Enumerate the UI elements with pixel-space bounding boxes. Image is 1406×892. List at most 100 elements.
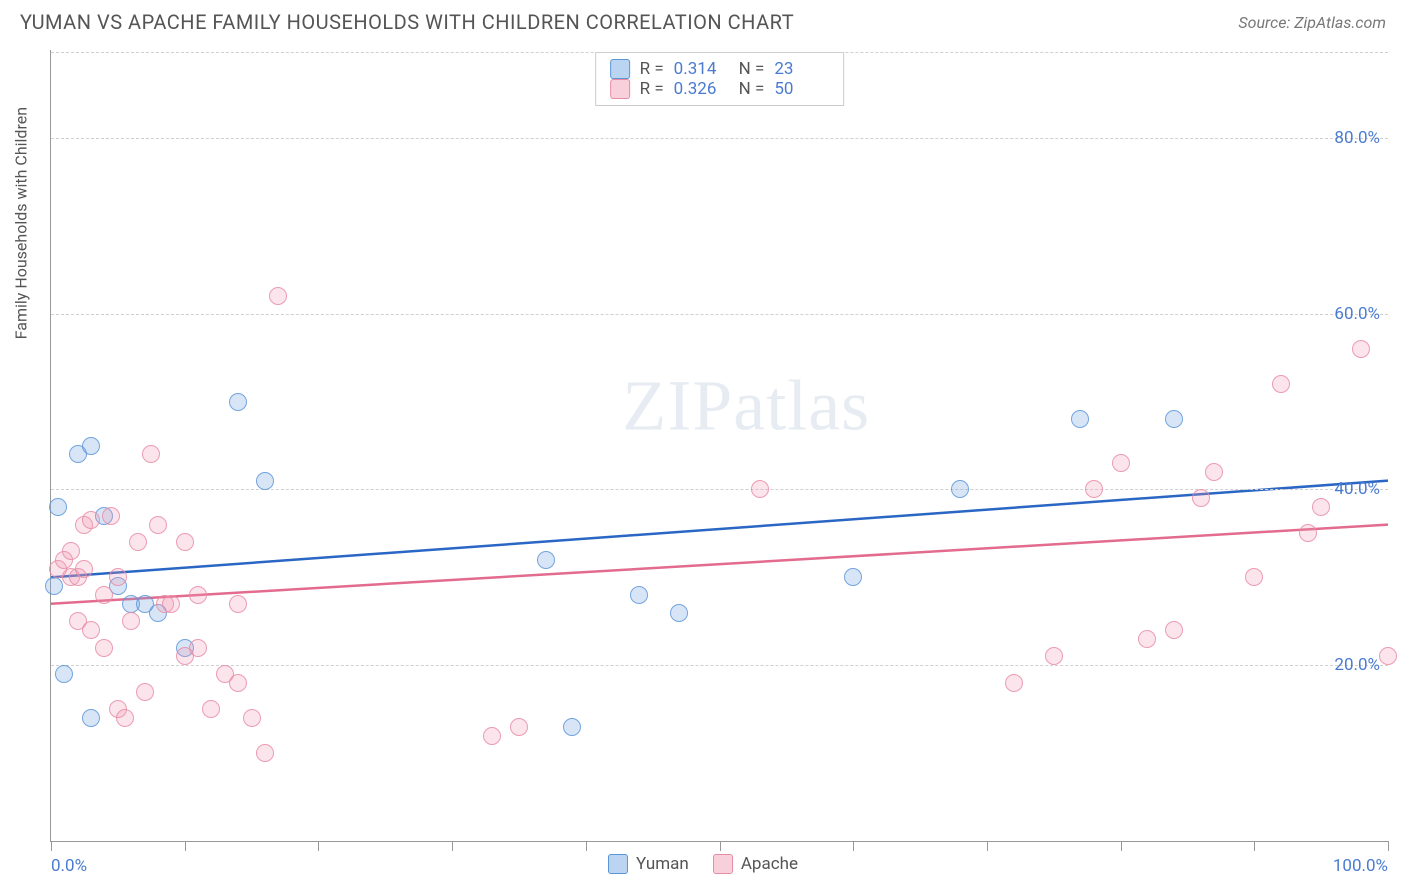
data-point: [1272, 375, 1290, 393]
y-axis-label: Family Households with Children: [12, 106, 31, 338]
x-tick: [586, 841, 587, 851]
legend-swatch: [610, 79, 630, 99]
gridline: [51, 489, 1388, 490]
legend-label: Yuman: [636, 854, 689, 874]
data-point: [483, 727, 501, 745]
data-point: [189, 639, 207, 657]
stats-legend-row: R = 0.314 N = 23: [610, 59, 830, 79]
data-point: [1112, 454, 1130, 472]
data-point: [202, 700, 220, 718]
y-tick-label: 80.0%: [1334, 128, 1380, 148]
r-value: 0.314: [674, 59, 729, 79]
gridline: [51, 52, 1388, 53]
data-point: [189, 586, 207, 604]
x-tick: [987, 841, 988, 851]
data-point: [62, 542, 80, 560]
r-label: R =: [640, 59, 664, 79]
watermark: ZIPatlas: [622, 364, 870, 447]
x-tick-label: 100.0%: [1333, 856, 1388, 876]
data-point: [129, 533, 147, 551]
data-point: [1379, 647, 1397, 665]
data-point: [1045, 647, 1063, 665]
data-point: [102, 507, 120, 525]
legend-label: Apache: [741, 854, 798, 874]
data-point: [142, 445, 160, 463]
data-point: [82, 437, 100, 455]
n-label: N =: [739, 79, 765, 99]
data-point: [951, 480, 969, 498]
data-point: [95, 586, 113, 604]
legend-swatch: [608, 854, 628, 874]
data-point: [229, 393, 247, 411]
data-point: [82, 709, 100, 727]
source-name: ZipAtlas.com: [1294, 13, 1386, 32]
x-tick: [318, 841, 319, 851]
data-point: [1071, 410, 1089, 428]
data-point: [256, 744, 274, 762]
stats-legend-row: R = 0.326 N = 50: [610, 79, 830, 99]
x-tick-label: 0.0%: [51, 856, 87, 876]
x-tick: [185, 841, 186, 851]
data-point: [109, 568, 127, 586]
trend-line: [51, 481, 1388, 578]
gridline: [51, 314, 1388, 315]
data-point: [1205, 463, 1223, 481]
trend-line: [51, 525, 1388, 604]
gridline: [51, 138, 1388, 139]
data-point: [1165, 621, 1183, 639]
data-point: [95, 639, 113, 657]
y-tick-label: 60.0%: [1334, 304, 1380, 324]
stats-legend: R = 0.314 N = 23 R = 0.326 N = 50: [595, 52, 845, 106]
r-value: 0.326: [674, 79, 729, 99]
series-legend: Yuman Apache: [608, 854, 798, 874]
data-point: [1245, 568, 1263, 586]
data-point: [1299, 524, 1317, 542]
legend-item: Apache: [713, 854, 798, 874]
data-point: [1165, 410, 1183, 428]
data-point: [116, 709, 134, 727]
legend-swatch: [713, 854, 733, 874]
data-point: [229, 595, 247, 613]
data-point: [630, 586, 648, 604]
data-point: [229, 674, 247, 692]
data-point: [1138, 630, 1156, 648]
source-attribution: Source: ZipAtlas.com: [1238, 13, 1386, 32]
n-value: 50: [774, 79, 829, 99]
data-point: [563, 718, 581, 736]
data-point: [149, 516, 167, 534]
x-tick: [51, 841, 52, 851]
data-point: [45, 577, 63, 595]
data-point: [1005, 674, 1023, 692]
y-tick-label: 20.0%: [1334, 655, 1380, 675]
data-point: [269, 287, 287, 305]
data-point: [537, 551, 555, 569]
data-point: [1312, 498, 1330, 516]
source-prefix: Source:: [1238, 13, 1294, 32]
data-point: [1085, 480, 1103, 498]
x-tick: [1121, 841, 1122, 851]
data-point: [1192, 489, 1210, 507]
chart-title: YUMAN VS APACHE FAMILY HOUSEHOLDS WITH C…: [20, 10, 794, 34]
n-value: 23: [774, 59, 829, 79]
data-point: [122, 612, 140, 630]
data-point: [256, 472, 274, 490]
data-point: [176, 533, 194, 551]
legend-swatch: [610, 59, 630, 79]
y-tick-label: 40.0%: [1334, 479, 1380, 499]
r-label: R =: [640, 79, 664, 99]
data-point: [1352, 340, 1370, 358]
data-point: [136, 683, 154, 701]
data-point: [82, 511, 100, 529]
gridline: [51, 665, 1388, 666]
scatter-chart: Family Households with Children ZIPatlas…: [50, 50, 1388, 842]
data-point: [75, 560, 93, 578]
n-label: N =: [739, 59, 765, 79]
data-point: [55, 665, 73, 683]
x-tick: [452, 841, 453, 851]
legend-item: Yuman: [608, 854, 689, 874]
x-tick: [1254, 841, 1255, 851]
data-point: [243, 709, 261, 727]
data-point: [844, 568, 862, 586]
data-point: [670, 604, 688, 622]
data-point: [162, 595, 180, 613]
